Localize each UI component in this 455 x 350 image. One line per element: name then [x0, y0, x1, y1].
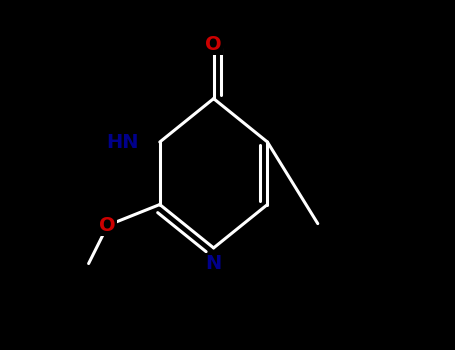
Text: O: O	[205, 35, 222, 54]
Text: HN: HN	[106, 133, 139, 152]
Text: O: O	[99, 216, 116, 235]
Text: N: N	[206, 254, 222, 273]
